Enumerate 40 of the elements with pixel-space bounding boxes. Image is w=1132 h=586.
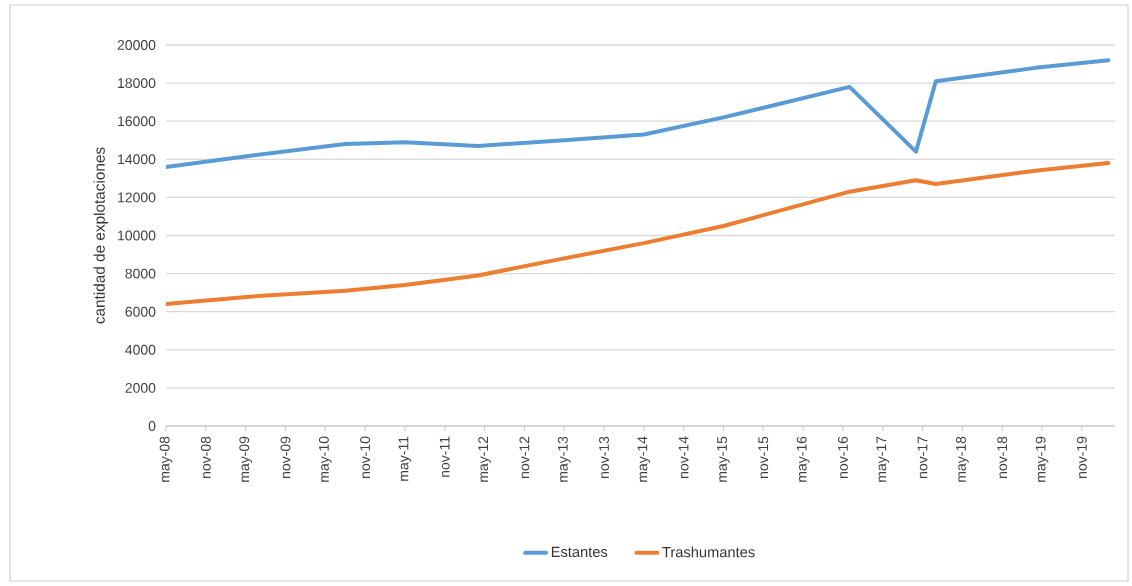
y-tick-label: 18000 — [118, 78, 156, 89]
x-tick-label: may-18 — [956, 436, 969, 482]
y-tick-label: 16000 — [118, 116, 156, 127]
x-tick-label: nov-12 — [519, 436, 530, 478]
x-tick-label: nov-16 — [837, 436, 848, 478]
x-tick-label: may-16 — [796, 436, 810, 482]
x-tick-label: may-10 — [318, 436, 332, 482]
legend-label: Estantes — [551, 546, 608, 558]
x-tick-label: nov-08 — [200, 436, 211, 478]
legend-label: Trashumantes — [662, 546, 755, 558]
y-tick-label: 6000 — [125, 306, 156, 317]
y-tick-label: 12000 — [118, 192, 156, 203]
line-series — [166, 58, 1111, 169]
x-tick-label: may-17 — [876, 436, 889, 482]
x-tick-label: may-09 — [239, 436, 252, 482]
x-tick-label: may-08 — [159, 436, 173, 482]
x-tick-label: nov-19 — [1076, 436, 1087, 478]
x-tick-label: may-15 — [717, 436, 730, 482]
x-tick-label: may-13 — [557, 436, 571, 482]
x-tick-label: nov-17 — [917, 436, 928, 478]
y-tick-label: 4000 — [125, 344, 156, 355]
x-tick-label: nov-10 — [360, 436, 371, 478]
x-tick-label: may-14 — [637, 436, 651, 482]
line-series — [166, 161, 1111, 307]
x-tick-label: may-11 — [398, 436, 412, 481]
x-tick-label: nov-14 — [678, 436, 689, 478]
y-tick-label: 2000 — [125, 382, 156, 393]
x-tick-label: nov-15 — [758, 436, 769, 478]
x-tick-label: may-12 — [478, 436, 491, 482]
x-tick-label: nov-13 — [599, 436, 609, 478]
y-tick-label: 20000 — [117, 40, 156, 50]
y-tick-label: 14000 — [118, 154, 156, 165]
y-tick-label: 8000 — [125, 268, 156, 279]
y-axis-title: cantidad de explotaciones — [93, 147, 108, 324]
x-tick-label: nov-11 — [439, 436, 450, 477]
x-tick-label: nov-09 — [280, 436, 291, 478]
x-tick-label: nov-18 — [997, 436, 1008, 478]
y-tick-label: 0 — [148, 421, 156, 431]
x-tick-label: may-19 — [1035, 436, 1049, 482]
y-tick-label: 10000 — [118, 230, 156, 241]
